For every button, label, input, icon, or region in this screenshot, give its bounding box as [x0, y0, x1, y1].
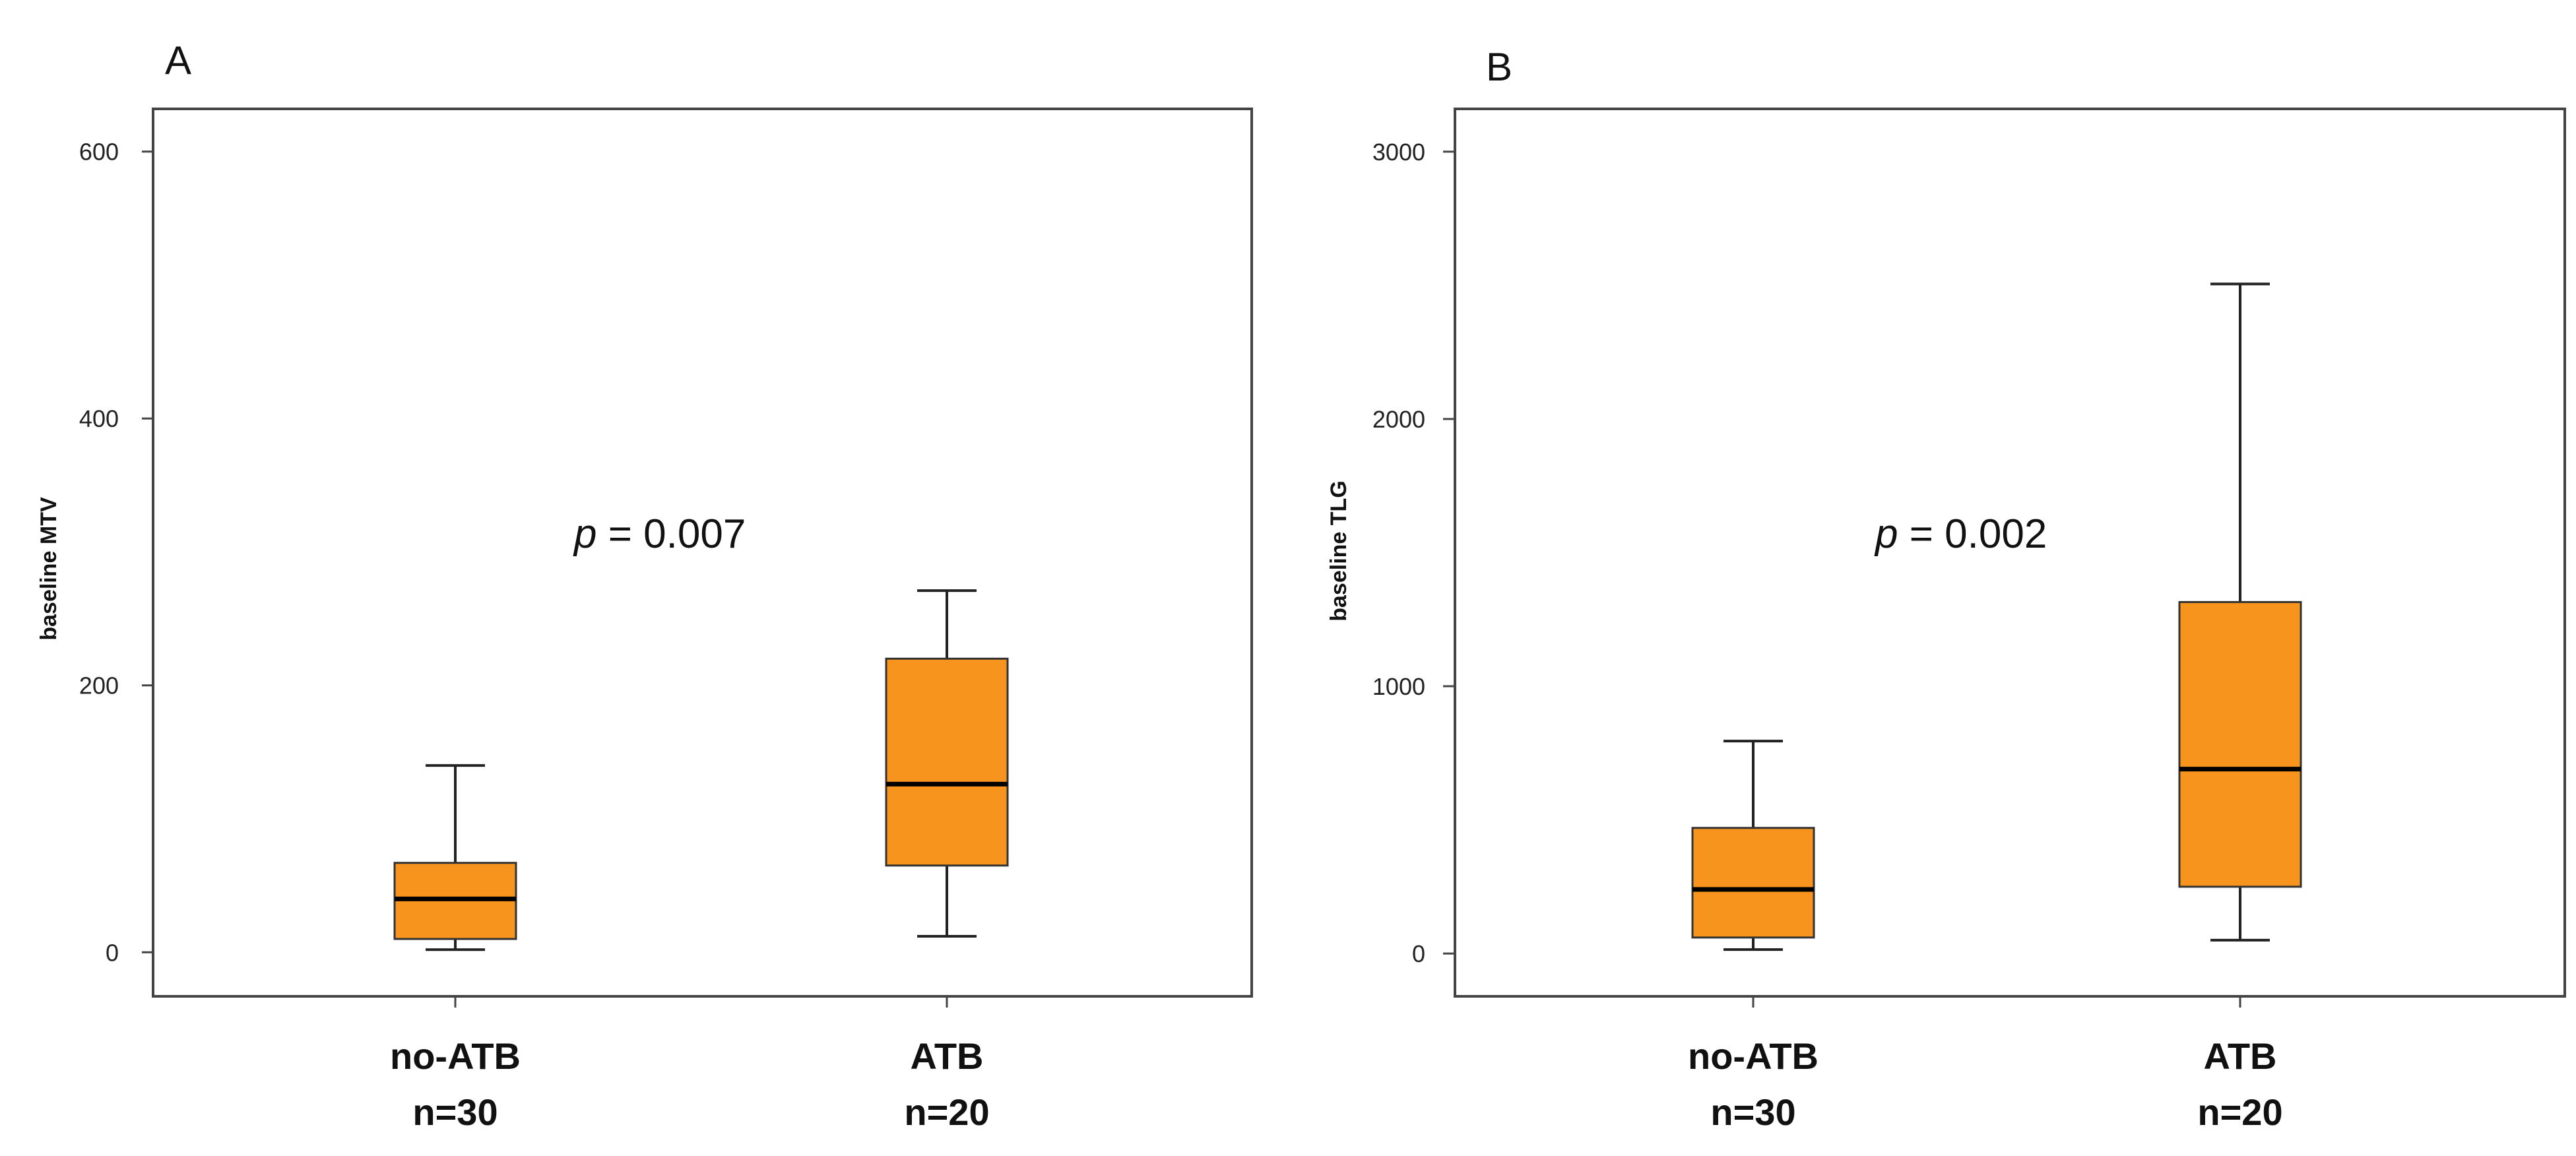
panel-a-y-axis: 0 200 400 600 [79, 139, 153, 966]
y-tick-label: 600 [79, 139, 119, 166]
y-tick-label: 200 [79, 672, 119, 699]
panel-b-boxes [1691, 282, 2302, 1008]
panel-a-p-value: p = 0.007 [573, 511, 746, 557]
x-category-n: n=20 [904, 1091, 989, 1133]
x-category-label: ATB [911, 1035, 984, 1077]
y-tick-label: 0 [106, 939, 119, 966]
panel-a-plot-frame [152, 108, 1253, 998]
panel-b-letter: B [1486, 45, 1512, 89]
y-tick-label: 400 [79, 405, 119, 432]
box-iqr [2178, 600, 2302, 888]
y-tick-label: 3000 [1372, 139, 1425, 166]
x-category-label: no-ATB [390, 1035, 521, 1077]
panel-b-y-axis: 0 1000 2000 3000 [1372, 139, 1455, 967]
x-category-label: ATB [2204, 1035, 2277, 1077]
panel-b: B baseline TLG 0 1000 2000 3000 no-ATB n=30 A… [1326, 45, 2566, 1133]
x-category-n: n=30 [412, 1091, 498, 1133]
panel-b-p-value: p = 0.002 [1874, 511, 2047, 557]
x-category-n: n=30 [1710, 1091, 1795, 1133]
x-category-label: no-ATB [1688, 1035, 1819, 1077]
box-iqr [1691, 827, 1815, 939]
panel-b-ylabel: baseline TLG [1326, 480, 1351, 622]
y-tick-label: 1000 [1372, 673, 1425, 700]
panel-a-letter: A [165, 38, 191, 82]
y-tick-label: 2000 [1372, 406, 1425, 433]
panel-a-x-axis: no-ATB n=30 ATB n=20 [390, 1035, 990, 1133]
box-iqr [885, 657, 1009, 867]
y-tick-label: 0 [1412, 940, 1425, 967]
panel-b-x-axis: no-ATB n=30 ATB n=20 [1688, 1035, 2283, 1133]
panel-b-plot-frame [1454, 108, 2566, 998]
x-category-n: n=20 [2197, 1091, 2282, 1133]
panel-a-ylabel: baseline MTV [36, 497, 61, 641]
panel-a-boxes [393, 589, 1009, 1008]
